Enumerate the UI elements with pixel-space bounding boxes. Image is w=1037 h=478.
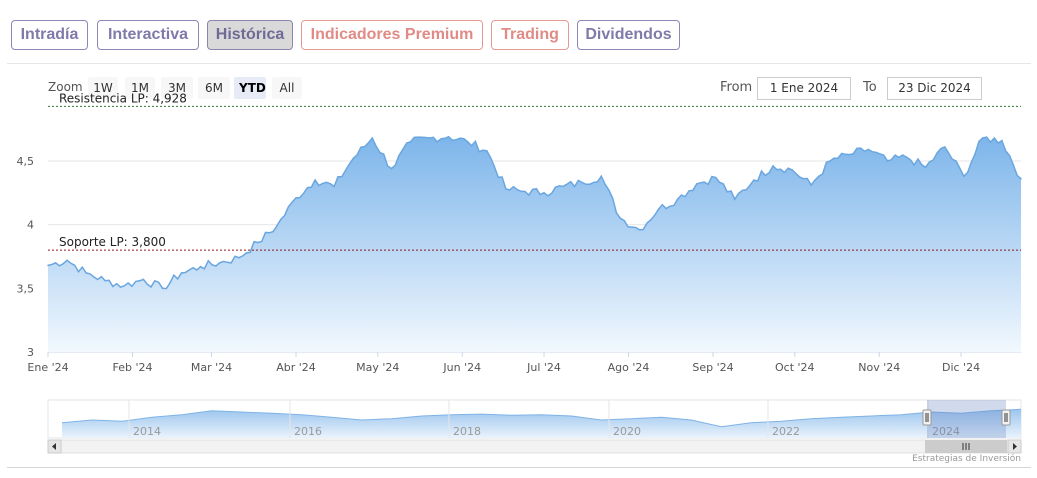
zoom-ytd-button[interactable]: YTD <box>234 77 266 99</box>
zoom-3m-button[interactable]: 3M <box>161 77 193 99</box>
from-label: From <box>720 80 753 95</box>
to-label: To <box>863 80 877 95</box>
zoom-1w-button[interactable]: 1W <box>88 77 118 99</box>
from-date-input[interactable]: 1 Ene 2024 <box>757 77 851 100</box>
to-date-input[interactable]: 23 Dic 2024 <box>887 77 982 100</box>
tab-interactiva[interactable]: Interactiva <box>97 20 199 50</box>
zoom-1m-button[interactable]: 1M <box>125 77 155 99</box>
tab-intrad-a[interactable]: Intradía <box>11 20 88 50</box>
tab-hist-rica[interactable]: Histórica <box>207 20 293 50</box>
chart-frame <box>7 63 1031 468</box>
zoom-6m-button[interactable]: 6M <box>198 77 230 99</box>
zoom-label: Zoom <box>48 80 83 94</box>
credits-text: Estrategias de Inversión <box>912 454 1021 464</box>
tab-indicadores-premium[interactable]: Indicadores Premium <box>301 20 483 50</box>
tab-trading[interactable]: Trading <box>491 20 569 50</box>
zoom-all-button[interactable]: All <box>272 77 302 99</box>
tab-dividendos[interactable]: Dividendos <box>577 20 680 50</box>
